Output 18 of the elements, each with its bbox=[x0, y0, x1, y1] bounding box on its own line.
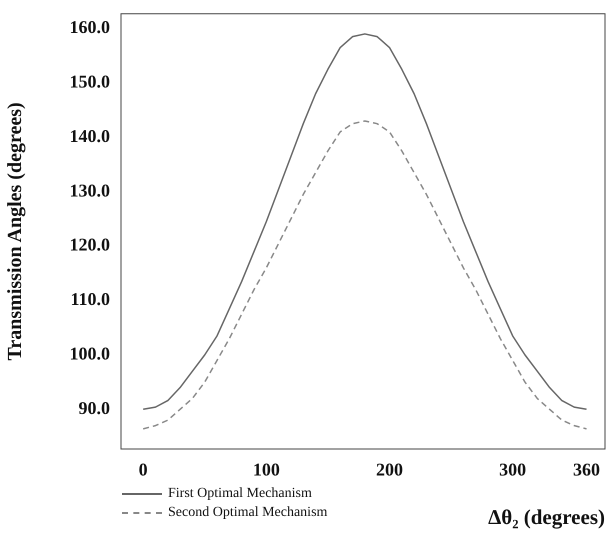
x-tick-label: 300 bbox=[499, 459, 526, 480]
y-tick-label: 140.0 bbox=[70, 126, 110, 146]
x-tick-label: 200 bbox=[376, 459, 403, 480]
legend-label: First Optimal Mechanism bbox=[168, 485, 312, 503]
x-axis-title: Δθ₂ (degrees) bbox=[488, 504, 605, 529]
y-tick-label: 130.0 bbox=[70, 180, 110, 200]
y-tick-label: 120.0 bbox=[70, 234, 110, 255]
x-tick-label: 360 bbox=[573, 459, 600, 480]
legend-label: Second Optimal Mechanism bbox=[168, 504, 328, 522]
y-tick-label: 90.0 bbox=[78, 398, 110, 418]
y-tick-label: 160.0 bbox=[70, 17, 110, 38]
x-tick-label: 0 bbox=[138, 459, 148, 480]
y-axis-title: Transmission Angles (degrees) bbox=[4, 102, 26, 360]
x-tick-label: 100 bbox=[252, 459, 280, 480]
y-tick-label: 150.0 bbox=[70, 72, 110, 92]
y-tick-label: 100.0 bbox=[70, 344, 110, 364]
y-tick-label: 110.0 bbox=[70, 289, 110, 310]
line-series bbox=[142, 120, 588, 430]
